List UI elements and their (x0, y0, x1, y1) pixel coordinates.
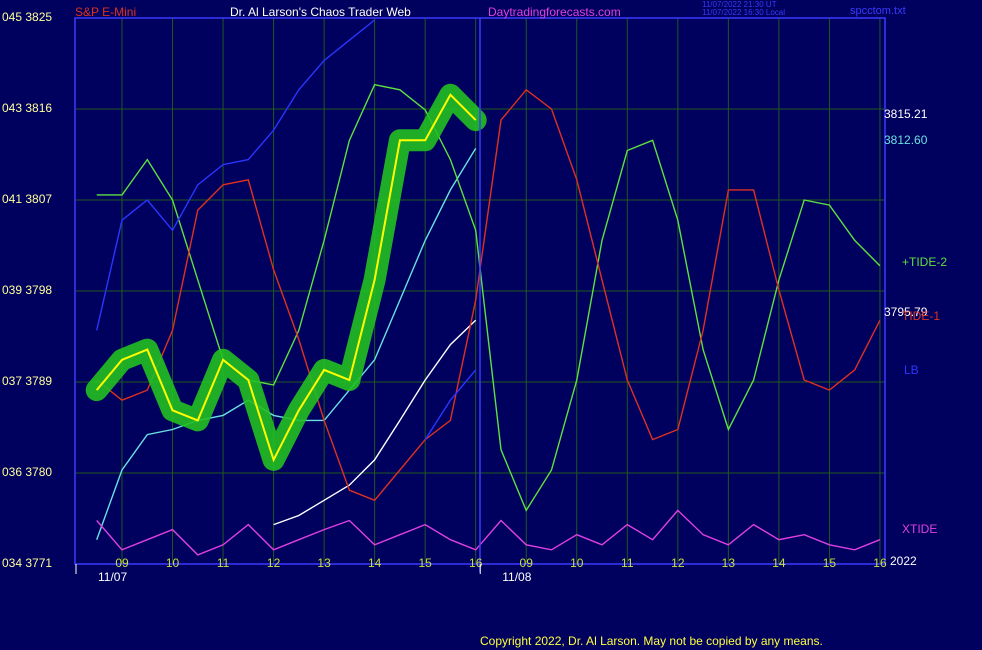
year-label: 2022 (890, 554, 917, 568)
y-tick-label: 037 3789 (2, 374, 52, 388)
x-tick-label: 10 (570, 556, 584, 570)
x-tick-label: 13 (317, 556, 331, 570)
x-tick-label: 09 (520, 556, 534, 570)
timestamp: 11/07/2022 16:30 Local (702, 8, 785, 17)
legend-label: +TIDE-2 (902, 255, 947, 269)
series-line (273, 319, 477, 526)
series-line (96, 19, 477, 440)
y-tick-label: 041 3807 (2, 192, 52, 206)
x-tick-label: 10 (166, 556, 180, 570)
series-line (96, 88, 881, 502)
x-tick-label: 15 (823, 556, 837, 570)
date-label: 11/08 (502, 570, 531, 584)
chart-title: Dr. Al Larson's Chaos Trader Web (230, 5, 411, 19)
x-tick-label: 12 (671, 556, 685, 570)
x-tick-label: 15 (418, 556, 432, 570)
instrument: S&P E-Mini (75, 5, 136, 19)
x-tick-label: 09 (115, 556, 129, 570)
site: Daytradingforecasts.com (488, 5, 621, 19)
legend-label: XTIDE (902, 522, 937, 536)
marks (85, 19, 881, 556)
last-price: 3815.21 (884, 107, 928, 121)
x-tick-label: 11 (217, 556, 230, 570)
y-tick-label: 045 3825 (2, 10, 52, 24)
y-tick-label: 043 3816 (2, 101, 52, 115)
x-tick-label: 14 (772, 556, 786, 570)
y-tick-label: 039 3798 (2, 283, 52, 297)
y-tick-label: 034 3771 (2, 556, 52, 570)
footer: Copyright 2022, Dr. Al Larson. May not b… (480, 634, 823, 648)
x-tick-label: 11 (621, 556, 634, 570)
x-tick-label: 14 (368, 556, 382, 570)
last-tide: 3795.79 (884, 305, 928, 319)
x-tick-label: 13 (722, 556, 736, 570)
timestamp: 11/07/2022 21:30 UT (702, 0, 777, 9)
legend-label: LB (904, 363, 919, 377)
legend-label: TIDE-1 (902, 309, 940, 323)
x-tick-label: 16 (873, 556, 887, 570)
x-tick-label: 12 (267, 556, 281, 570)
x-tick-label: 16 (469, 556, 483, 570)
file-label: spcctom.txt (850, 5, 906, 17)
y-tick-label: 036 3780 (2, 465, 52, 479)
last-average: 3812.60 (884, 133, 928, 147)
series-line (96, 509, 881, 556)
date-label: 11/07 (98, 570, 127, 584)
series-line (95, 93, 477, 463)
